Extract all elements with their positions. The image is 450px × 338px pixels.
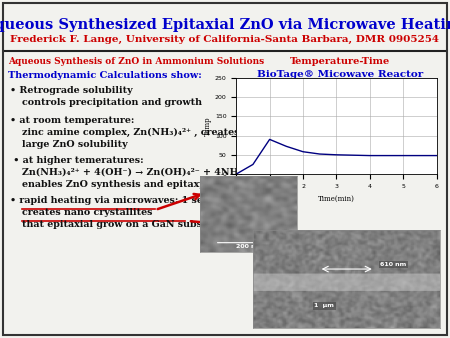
Text: 610 nm: 610 nm — [380, 262, 407, 267]
Text: • rapid heating via microwaves: 1 second @ 90°C: • rapid heating via microwaves: 1 second… — [10, 196, 270, 205]
Text: Aqueous Synthesized Epitaxial ZnO via Microwave Heating: Aqueous Synthesized Epitaxial ZnO via Mi… — [0, 18, 450, 32]
Text: 1  μm: 1 μm — [315, 304, 334, 308]
Text: that epitaxial grow on a GaN substrate: that epitaxial grow on a GaN substrate — [22, 220, 228, 229]
Text: large ZnO solubility: large ZnO solubility — [22, 140, 128, 149]
Text: 200 nm: 200 nm — [235, 244, 262, 249]
Text: • Retrograde solubility: • Retrograde solubility — [10, 86, 133, 95]
Text: enables ZnO synthesis and epitaxy: enables ZnO synthesis and epitaxy — [22, 180, 205, 189]
Text: creates nano crystallites: creates nano crystallites — [22, 208, 153, 217]
Text: zinc amine complex, Zn(NH₃)₄²⁺ , creates: zinc amine complex, Zn(NH₃)₄²⁺ , creates — [22, 128, 239, 137]
Text: • at higher temeratures:: • at higher temeratures: — [10, 156, 144, 165]
Text: Thermodynamic Calculations show:: Thermodynamic Calculations show: — [8, 71, 202, 80]
Text: BioTage® Micowave Reactor: BioTage® Micowave Reactor — [257, 70, 423, 79]
Text: • at room temperature:: • at room temperature: — [10, 116, 135, 125]
Y-axis label: Temp: Temp — [204, 116, 212, 136]
X-axis label: Time(min): Time(min) — [318, 194, 355, 202]
Text: Temperature-Time: Temperature-Time — [290, 57, 390, 66]
Text: Frederick F. Lange, University of California-Santa Barbara, DMR 0905254: Frederick F. Lange, University of Califo… — [10, 35, 440, 44]
Text: Zn(NH₃)₄²⁺ + 4(OH⁻) → Zn(OH)₄²⁻ + 4NH₃: Zn(NH₃)₄²⁺ + 4(OH⁻) → Zn(OH)₄²⁻ + 4NH₃ — [22, 168, 243, 177]
Text: controls precipitation and growth: controls precipitation and growth — [22, 98, 202, 107]
Text: Aqueous Synthesis of ZnO in Ammonium Solutions: Aqueous Synthesis of ZnO in Ammonium Sol… — [8, 57, 264, 66]
